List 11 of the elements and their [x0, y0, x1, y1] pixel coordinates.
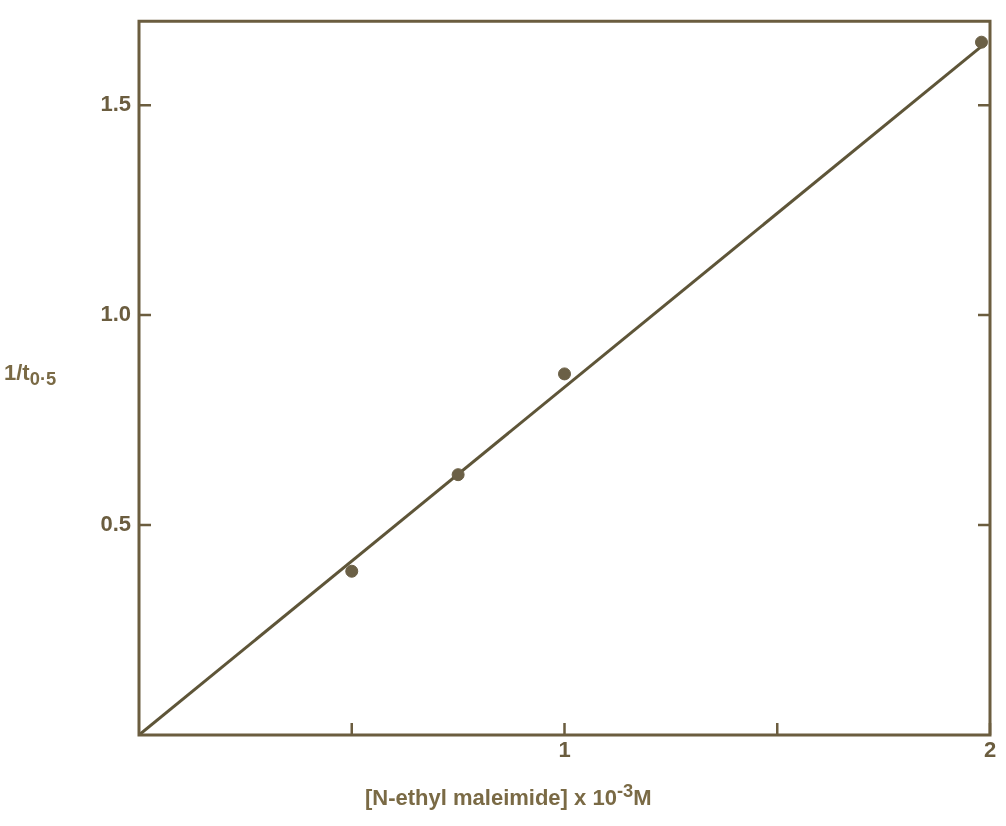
point: [558, 367, 571, 381]
x-tick-label: 1: [558, 737, 571, 763]
y-tick-label: 1.5: [100, 91, 131, 117]
point: [451, 468, 465, 482]
point: [345, 564, 359, 578]
point: [974, 35, 988, 49]
y-tick-label: 0.5: [100, 511, 131, 537]
y-tick-label: 1.0: [100, 301, 131, 327]
y-axis-title: 1/t$_{0·5}$: [4, 360, 57, 391]
x-tick-label: 2: [983, 737, 997, 763]
x-axis-title: [N-ethyl maleimide] x 10$^{-3}$M: [365, 780, 652, 812]
